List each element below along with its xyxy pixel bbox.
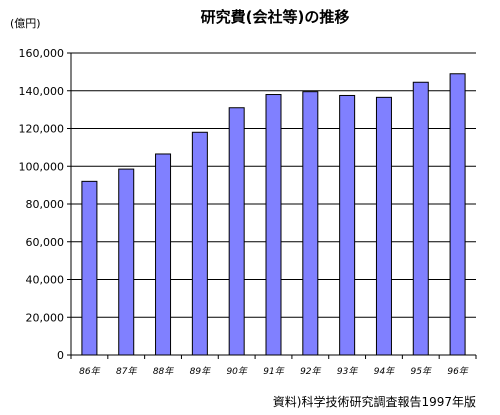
x-category-label: 90年 [226,366,247,377]
x-category-label: 92年 [300,366,321,377]
bar [155,153,172,356]
x-category-label: 89年 [190,366,211,377]
y-tick-label: 40,000 [26,274,65,287]
bar [339,94,356,356]
y-tick-label: 160,000 [19,47,65,60]
y-tick-label: 0 [57,349,64,362]
x-category-label: 86年 [79,366,100,377]
axis-layer [67,52,477,359]
bar-layer [81,73,466,356]
bar [449,73,466,356]
y-tick-label: 60,000 [26,236,65,249]
x-category-label: 94年 [374,366,395,377]
bar [375,96,392,356]
x-category-label: 93年 [337,366,358,377]
bar [412,81,429,356]
x-category-label: 87年 [116,366,137,377]
y-axis-unit-label: (億円) [10,17,41,30]
x-category-label: 88年 [153,366,174,377]
x-category-label: 96年 [447,366,468,377]
y-tick-label: 140,000 [19,85,65,98]
y-tick-label: 100,000 [19,160,65,173]
y-tick-label: 80,000 [26,198,65,211]
y-tick-label: 120,000 [19,123,65,136]
source-note: 資料)科学技術研究調査報告1997年版 [273,394,476,409]
bar [191,131,208,356]
x-category-label: 91年 [263,366,284,377]
bar [118,168,135,356]
x-category-labels: 86年 87年 88年 89年 90年 91年 92年 93年 94年 95年 96年 [79,366,469,377]
bar [265,94,282,356]
bar [302,91,319,356]
bar [81,180,98,356]
y-tick-label: 20,000 [26,311,65,324]
x-category-label: 95年 [411,366,432,377]
bar [228,107,245,356]
chart-title: 研究費(会社等)の推移 [201,8,350,26]
y-tick-labels: 0 20,000 40,000 60,000 80,000 100,000 120,000 1… [19,47,65,362]
